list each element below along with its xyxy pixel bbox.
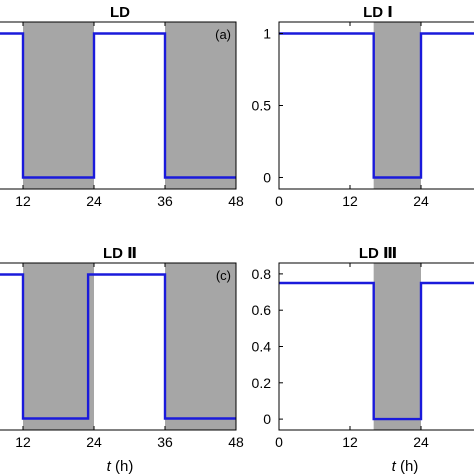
x-tick-label: 12: [15, 434, 31, 450]
dark-phase-shading: [373, 263, 421, 430]
y-tick-label: 0.2: [252, 375, 272, 391]
x-tick-label: 48: [228, 434, 244, 450]
x-tick-label: 36: [157, 193, 173, 209]
x-tick-label: 12: [342, 193, 358, 209]
x-axis-label-variable: t: [392, 458, 397, 474]
light-level-series-line: [0, 32, 236, 179]
x-tick-label: 24: [86, 434, 102, 450]
y-tick-label: 0.6: [252, 302, 272, 318]
y-tick-label: 0: [263, 411, 271, 427]
dark-phase-shading: [165, 22, 236, 189]
x-axis-label: t (h): [392, 458, 419, 474]
y-tick-label: 1: [263, 26, 271, 42]
x-tick-label: 24: [413, 434, 429, 450]
x-axis-label: t (h): [107, 458, 134, 474]
y-tick-label: 0: [263, 169, 271, 185]
light-level-series-line: [279, 32, 474, 179]
panel-title: LD Ⅰ: [363, 4, 393, 21]
panel-title: LD Ⅱ: [103, 245, 137, 262]
x-axis-label-unit: (h): [111, 458, 134, 474]
x-tick-label: 0: [275, 434, 283, 450]
chart-panel-3: 12 24 36 48 LD Ⅱ (c) t (h): [0, 245, 244, 474]
x-tick-label: 24: [86, 193, 102, 209]
dark-phase-shading: [165, 263, 236, 430]
x-tick-label: 24: [413, 193, 429, 209]
y-tick-label: 0.8: [252, 266, 272, 282]
y-tick-label: 0.4: [252, 339, 272, 355]
chart-panel-1: 12 24 36 48 LD (a): [0, 4, 244, 209]
light-level-series-line: [0, 273, 236, 420]
panel-title: LD Ⅲ: [359, 245, 397, 262]
x-axis-label-variable: t: [107, 458, 112, 474]
x-tick-label: 48: [228, 193, 244, 209]
panel-label: (a): [215, 27, 231, 42]
x-tick-label: 12: [342, 434, 358, 450]
y-tick-label: 0.5: [252, 98, 272, 114]
x-tick-label: 0: [275, 193, 283, 209]
x-tick-label: 12: [15, 193, 31, 209]
dark-phase-shading: [23, 22, 94, 189]
light-level-series-line: [279, 281, 474, 421]
x-axis-label-unit: (h): [396, 458, 419, 474]
panel-title: LD: [110, 4, 130, 21]
panel-label: (c): [216, 268, 231, 283]
x-tick-label: 36: [157, 434, 173, 450]
dark-phase-shading: [23, 263, 94, 430]
dark-phase-shading: [373, 22, 421, 189]
